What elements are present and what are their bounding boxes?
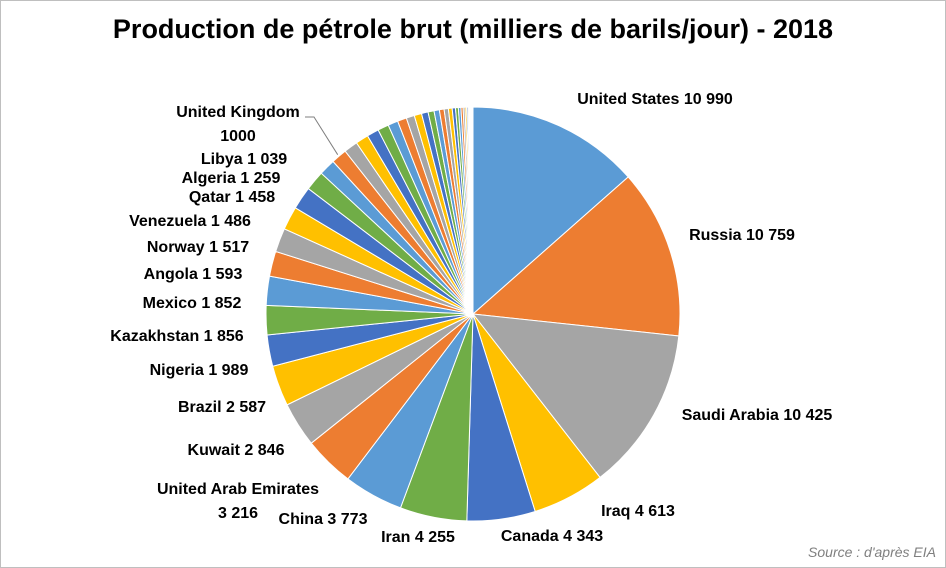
slice-label-libya: Libya 1 039 [201,151,287,168]
slice-label-canada: Canada 4 343 [501,528,603,545]
slice-label-venezuela: Venezuela 1 486 [129,213,251,230]
slice-label-iran: Iran 4 255 [381,529,455,546]
slice-label-qatar: Qatar 1 458 [189,189,275,206]
slice-label-china: China 3 773 [279,511,368,528]
slice-label-angola: Angola 1 593 [144,266,243,283]
slice-label-united-states: United States 10 990 [577,91,733,108]
slice-label-russia: Russia 10 759 [689,227,795,244]
slice-label-kazakhstan: Kazakhstan 1 856 [110,328,244,345]
slice-label-kuwait: Kuwait 2 846 [188,442,285,459]
leader-lines [305,116,339,155]
slice-saudi-arabia [471,313,680,479]
slice-label-algeria: Algeria 1 259 [182,170,281,187]
slice-label-iraq: Iraq 4 613 [601,503,675,520]
slice-label-united-kingdom: United Kingdom 1000 [176,104,300,145]
pie-slices [265,106,681,522]
slice-label-saudi-arabia: Saudi Arabia 10 425 [682,407,833,424]
leader-line-united-kingdom [305,116,339,155]
slice-label-norway: Norway 1 517 [147,239,249,256]
slice-label-nigeria: Nigeria 1 989 [150,362,249,379]
slice-label-united-arab-emirates: United Arab Emirates 3 216 [157,481,319,522]
slice-labels: United States 10 990 Russia 10 759 Saudi A… [110,91,832,546]
slice-label-brazil: Brazil 2 587 [178,399,266,416]
slice-label-mexico: Mexico 1 852 [143,295,242,312]
chart-title: Production de pétrole brut (milliers de … [112,14,834,44]
source-note: Source : d'après EIA [808,544,936,560]
slice-russia [471,176,681,337]
slice-united-states [472,106,629,316]
